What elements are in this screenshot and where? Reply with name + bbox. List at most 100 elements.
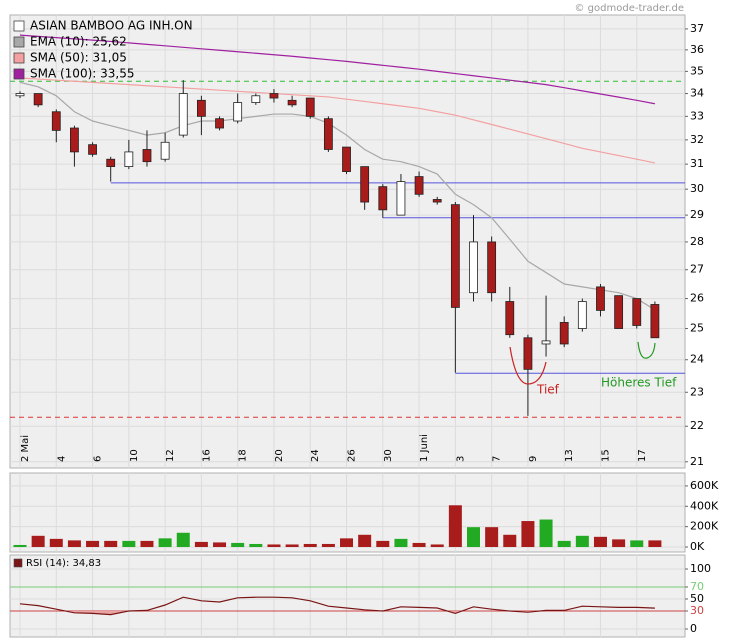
volume-bar: [303, 543, 317, 548]
candle-body: [596, 286, 605, 311]
volume-bar: [557, 540, 571, 548]
volume-bar: [430, 544, 444, 548]
x-tick-label: 15: [600, 449, 611, 462]
candle-body: [523, 337, 533, 370]
legend-label: RSI (14): 34,83: [26, 558, 101, 569]
candle-body: [124, 151, 134, 168]
candle-body: [577, 301, 587, 329]
candle-body: [414, 176, 424, 195]
x-tick-label: 18: [238, 449, 249, 462]
volume-bar: [176, 532, 190, 548]
x-tick-label: 30: [383, 449, 394, 462]
x-tick-label: 26: [347, 449, 358, 462]
candle-body: [106, 158, 116, 168]
candle-body: [15, 93, 25, 97]
candle-body: [632, 298, 642, 326]
candle-body: [178, 93, 188, 136]
volume-bar: [630, 540, 644, 548]
x-tick-label: 13: [564, 449, 575, 462]
candle-body: [70, 127, 79, 153]
annotation-label: Höheres Tief: [601, 376, 677, 390]
candle-body: [33, 93, 43, 106]
candle-body: [450, 204, 460, 308]
volume-bar: [285, 544, 299, 548]
volume-bar: [249, 543, 263, 548]
y-tick-label: 30: [690, 604, 704, 617]
candle-body: [360, 166, 370, 203]
candle-body: [342, 146, 351, 172]
candle-body: [559, 322, 569, 345]
volume-bar: [376, 540, 390, 548]
volume-bar: [104, 540, 118, 548]
y-tick-label: 32: [690, 133, 704, 146]
candle-body: [142, 149, 152, 163]
x-tick-label: 2 Mai: [20, 435, 31, 462]
volume-bar: [467, 527, 480, 548]
oversold-fill: [20, 611, 655, 615]
x-tick-label: 3: [455, 456, 466, 462]
y-tick-label: 0: [690, 622, 697, 635]
y-tick-label: 50: [690, 592, 704, 605]
candle-body: [396, 181, 406, 216]
volume-bar: [31, 535, 45, 548]
y-tick-label: 34: [690, 87, 704, 100]
volume-bar: [485, 527, 499, 548]
y-tick-label: 24: [690, 353, 704, 366]
y-tick-label: 200K: [690, 520, 719, 533]
annotation-label: Tief: [536, 383, 560, 397]
legend-swatch: [13, 52, 25, 64]
volume-bar: [593, 536, 607, 548]
y-tick-label: 27: [690, 263, 704, 276]
volume-bar: [13, 544, 27, 548]
volume-bar: [267, 544, 281, 548]
y-tick-label: 33: [690, 109, 704, 122]
x-tick-label: 17: [637, 449, 648, 462]
legend-swatch: [13, 36, 25, 48]
y-tick-label: 29: [690, 208, 704, 221]
watermark: © godmode-trader.de: [575, 3, 685, 14]
candle-body: [251, 95, 261, 103]
volume-bar: [321, 543, 335, 548]
x-tick-label: 6: [93, 456, 104, 462]
y-tick-label: 25: [690, 322, 704, 335]
legend-label: SMA (100): 33,55: [30, 67, 134, 81]
candle-body: [432, 199, 442, 203]
legend-swatch: [13, 68, 25, 80]
volume-bar: [158, 538, 172, 548]
candle-body: [160, 141, 170, 160]
y-tick-label: 28: [690, 235, 704, 248]
volume-bar: [612, 539, 626, 548]
legend-label: EMA (10): 25,62: [30, 35, 127, 49]
candle-body: [305, 97, 315, 117]
volume-bar: [122, 540, 136, 548]
x-tick-label: 12: [165, 449, 176, 462]
y-tick-label: 100: [690, 562, 711, 575]
legend-swatch: [13, 20, 25, 32]
volume-bar: [394, 538, 408, 548]
moving-average-line: [19, 77, 656, 164]
y-tick-label: 23: [690, 385, 704, 398]
candle-body: [469, 241, 478, 294]
moving-average-line: [19, 81, 656, 311]
volume-bar: [49, 538, 63, 548]
candle-body: [196, 99, 206, 117]
x-tick-label: 20: [274, 449, 285, 462]
candle-body: [323, 118, 333, 150]
y-tick-label: 0K: [690, 540, 705, 553]
legend-label: ASIAN BAMBOO AG INH.ON: [30, 19, 193, 33]
y-tick-label: 600K: [690, 479, 719, 492]
volume-bar: [575, 535, 589, 548]
annotation-curve: [509, 346, 547, 385]
annotation-curve: [637, 341, 656, 359]
legend-swatch: [13, 558, 23, 568]
x-tick-label: 1 Juni: [419, 434, 430, 462]
x-tick-label: 7: [492, 456, 503, 462]
candle-body: [650, 304, 660, 339]
candle-body: [614, 295, 624, 329]
candle-body: [88, 144, 97, 155]
volume-bar: [340, 538, 354, 548]
candle-body: [505, 301, 515, 336]
x-tick-label: 16: [201, 449, 212, 462]
candle-body: [541, 340, 551, 345]
